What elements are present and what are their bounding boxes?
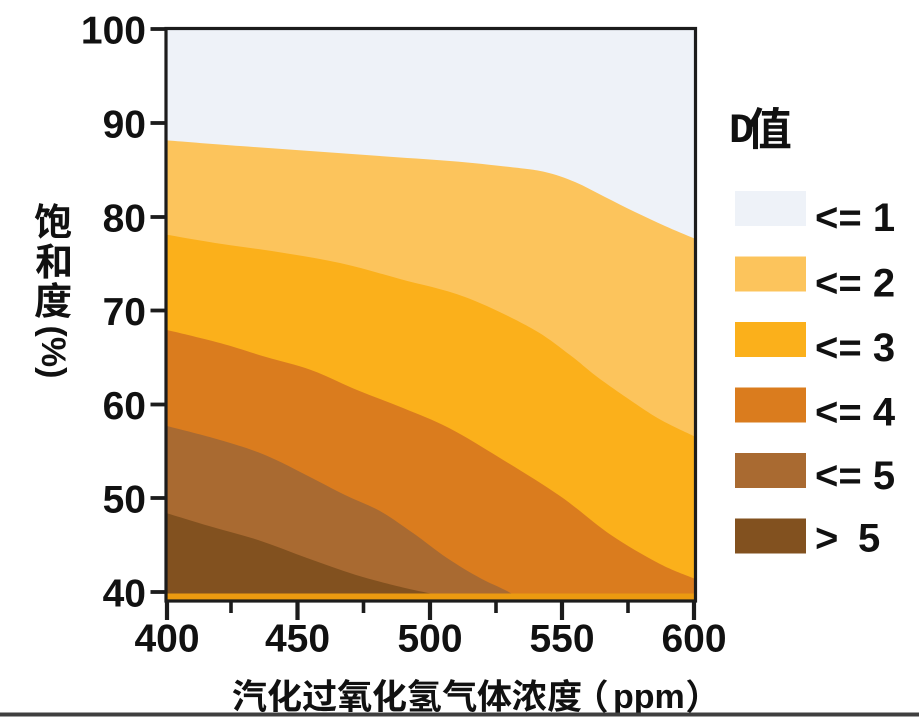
svg-text:550: 550 — [529, 618, 594, 661]
svg-text:70: 70 — [103, 291, 146, 334]
svg-text:<= 5: <= 5 — [815, 454, 895, 498]
svg-text:D: D — [729, 107, 754, 155]
svg-text:<= 2: <= 2 — [815, 262, 895, 306]
svg-text:90: 90 — [103, 104, 146, 147]
svg-text:40: 40 — [103, 573, 146, 616]
svg-text:600: 600 — [661, 618, 726, 661]
svg-text:80: 80 — [103, 198, 146, 241]
svg-text:<= 4: <= 4 — [815, 391, 896, 435]
svg-text:<= 1: <= 1 — [815, 196, 895, 240]
svg-text:60: 60 — [103, 385, 146, 428]
svg-text:500: 500 — [397, 618, 462, 661]
svg-text:ppm: ppm — [613, 678, 685, 716]
svg-text:400: 400 — [134, 618, 199, 661]
svg-text:5: 5 — [858, 517, 880, 561]
svg-text:50: 50 — [103, 479, 146, 522]
svg-text:(%): (%) — [34, 326, 72, 379]
svg-text:100: 100 — [81, 10, 146, 53]
svg-text:>: > — [815, 517, 838, 561]
svg-text:<= 3: <= 3 — [815, 326, 895, 370]
svg-text:450: 450 — [265, 618, 330, 661]
